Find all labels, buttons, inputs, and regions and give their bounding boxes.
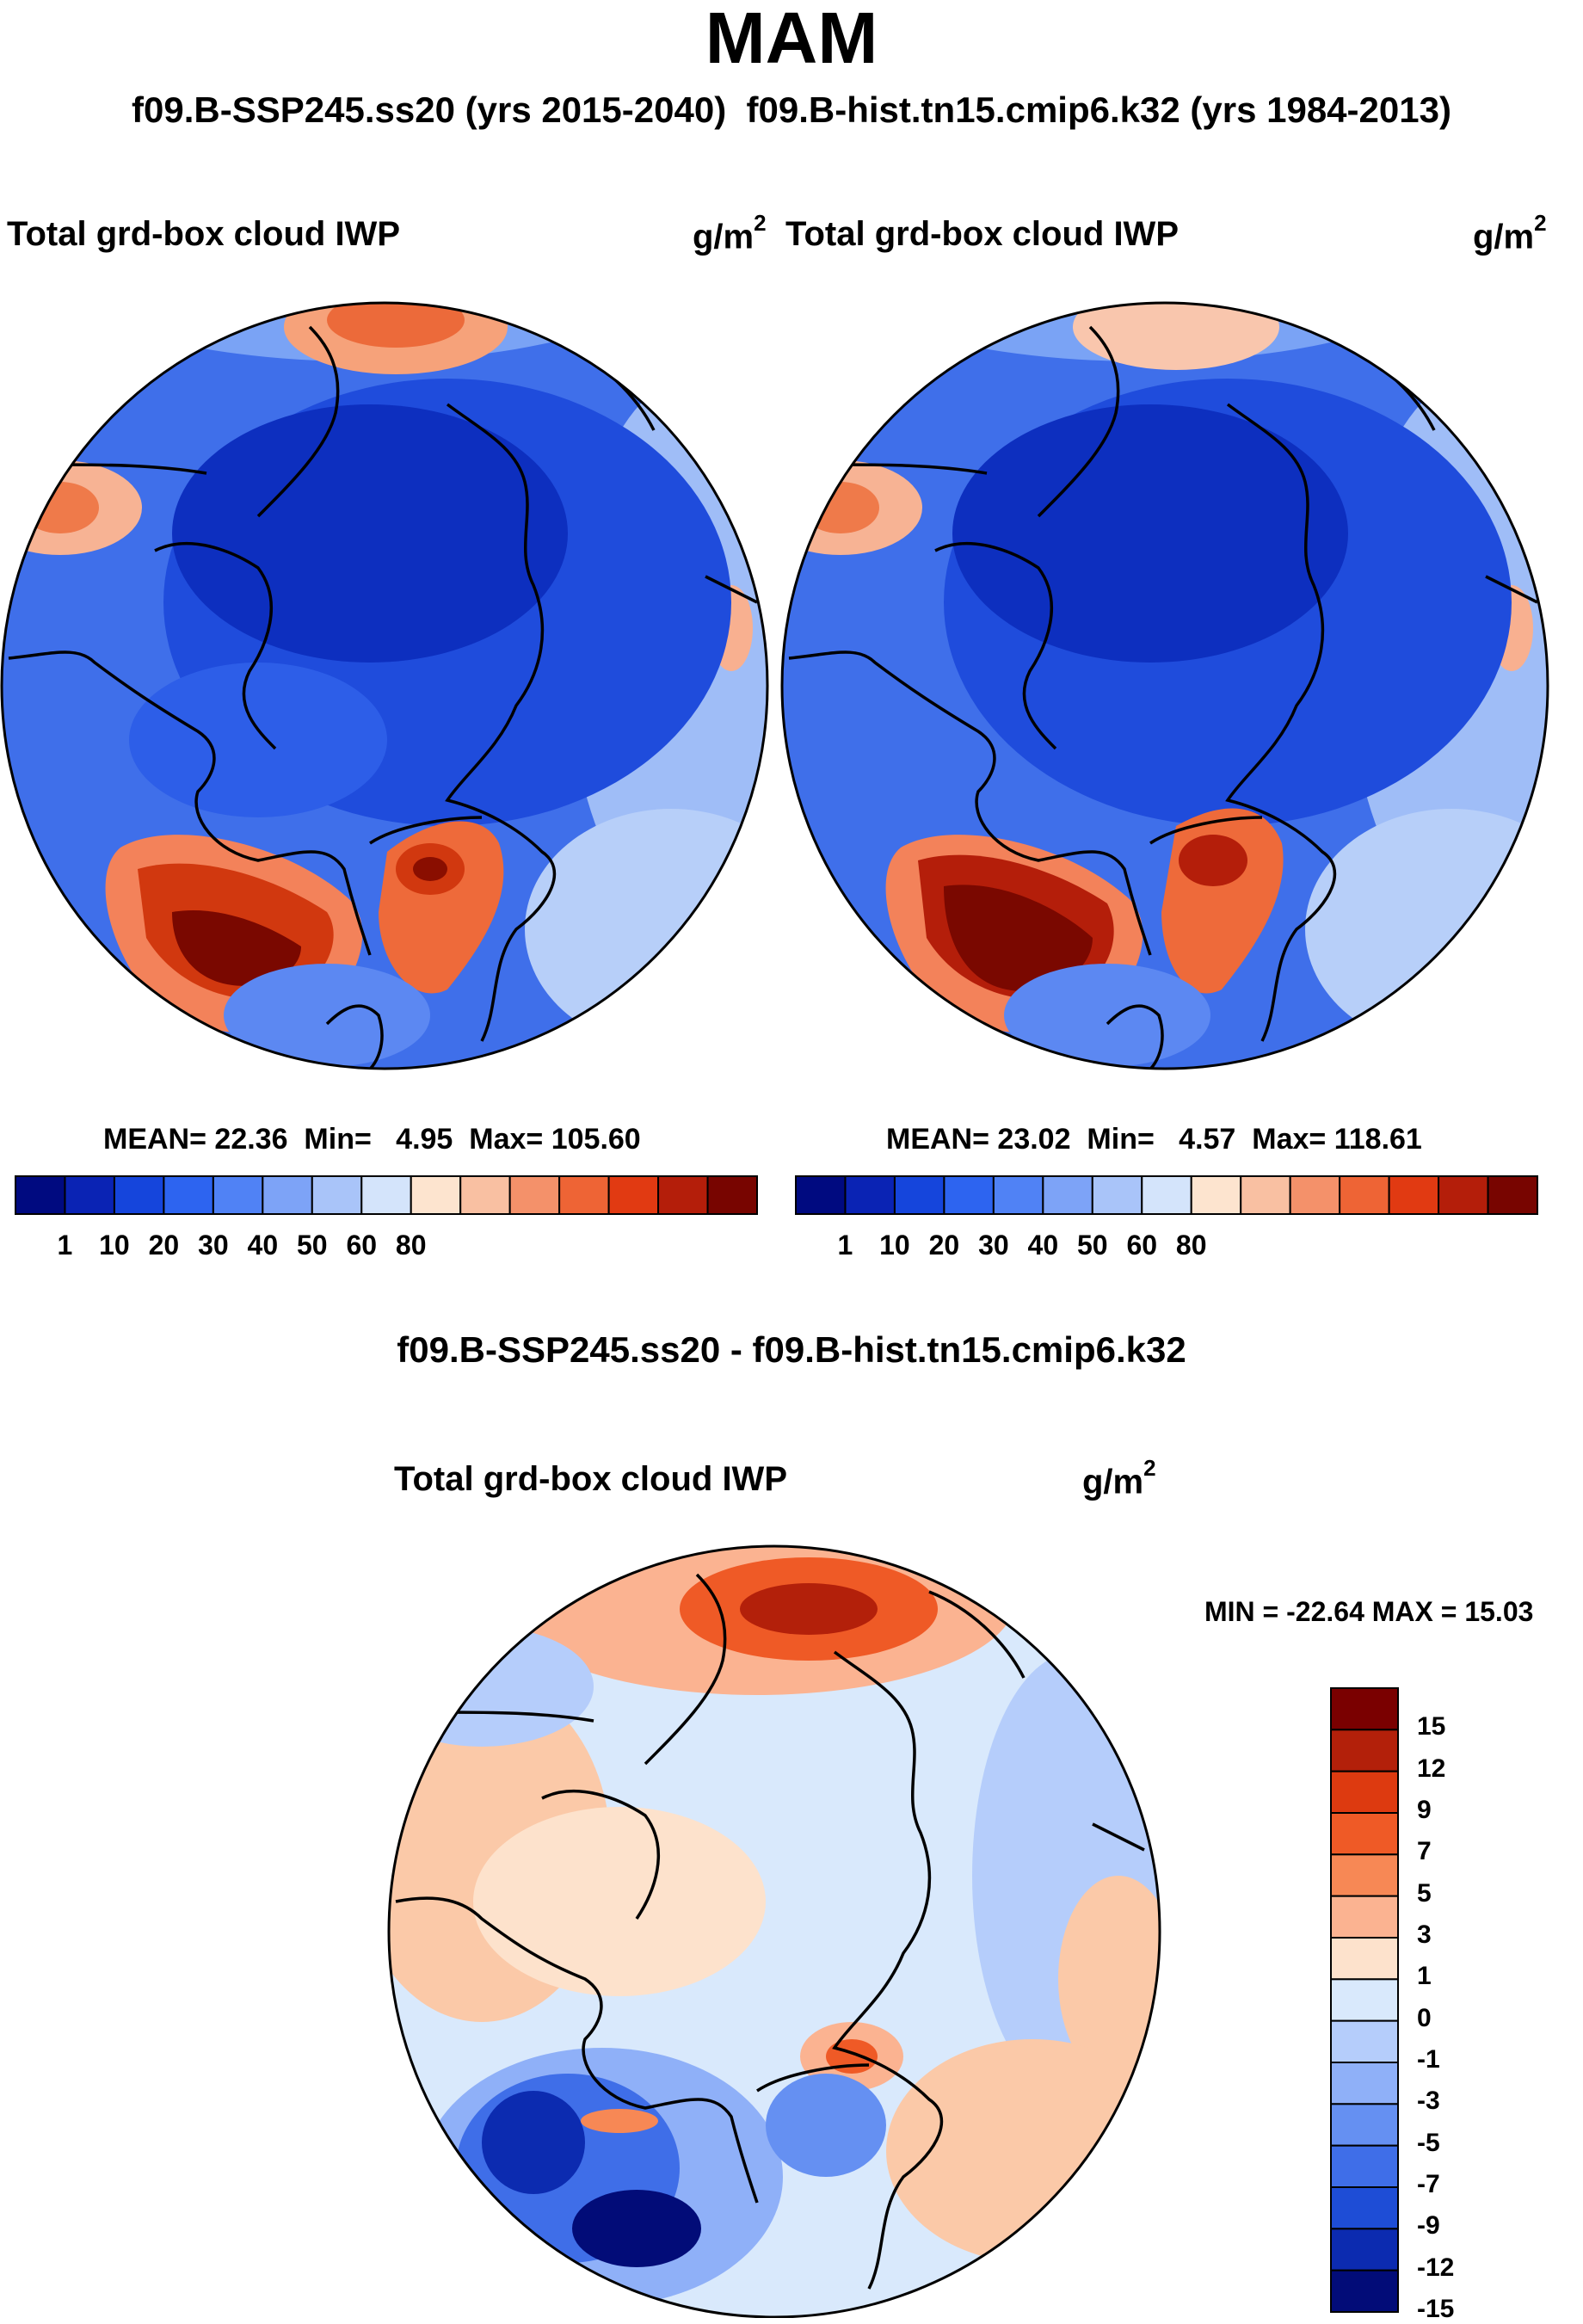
colorbar-swatch [410,1175,462,1215]
colorbar-swatch [15,1175,66,1215]
colorbar-difference-tick-label: 0 [1417,2003,1432,2032]
colorbar-panel-1 [15,1175,758,1215]
difference-map [387,1544,1161,2318]
panel-1-unit: g/m2 [693,210,767,256]
colorbar-tick-label: 40 [247,1230,279,1261]
colorbar-swatch [1042,1175,1093,1215]
subtitle: f09.B-SSP245.ss20 (yrs 2015-2040) f09.B-… [0,89,1583,131]
colorbar-swatch [262,1175,313,1215]
colorbar-swatch [508,1175,561,1215]
colorbar-difference-swatch [1330,1853,1399,1897]
colorbar-swatch [657,1175,709,1215]
colorbar-swatch [943,1175,995,1215]
colorbar-difference-swatch [1330,2062,1399,2105]
colorbar-swatch [1190,1175,1242,1215]
diff-title: f09.B-SSP245.ss20 - f09.B-hist.tn15.cmip… [397,1329,1186,1370]
colorbar-swatch [893,1175,945,1215]
colorbar-difference-tick-label: -5 [1417,2128,1440,2157]
colorbar-swatch [795,1175,847,1215]
colorbar-difference-tick-label: -12 [1417,2253,1455,2282]
colorbar-swatch [64,1175,115,1215]
colorbar-swatch [1438,1175,1489,1215]
colorbar-difference-swatch [1330,1978,1399,2022]
colorbar-difference-tick-label: 15 [1417,1712,1446,1741]
colorbar-difference-swatch [1330,2186,1399,2230]
colorbar-swatch [1388,1175,1440,1215]
colorbar-difference-swatch [1330,1687,1399,1731]
main-title: MAM [705,0,878,78]
colorbar-difference-swatch [1330,1770,1399,1815]
colorbar-difference-swatch [1330,2103,1399,2147]
colorbar-difference-swatch [1330,2019,1399,2064]
map-panel-2 [780,301,1549,1070]
colorbar-swatch [607,1175,660,1215]
colorbar-tick-label: 1 [837,1230,853,1261]
colorbar-swatch [163,1175,214,1215]
colorbar-swatch [1289,1175,1341,1215]
colorbar-tick-label: 30 [978,1230,1009,1261]
colorbar-difference [1330,1687,1399,2314]
colorbar-swatch [992,1175,1044,1215]
panel-2-label: Total grd-box cloud IWP [785,215,1179,253]
diff-label: Total grd-box cloud IWP [394,1460,787,1498]
colorbar-difference-tick-label: -7 [1417,2170,1440,2198]
colorbar-swatch [1487,1175,1538,1215]
panel-2-unit: g/m2 [1473,210,1547,256]
colorbar-difference-swatch [1330,1812,1399,1856]
colorbar-swatch [1141,1175,1192,1215]
colorbar-difference-tick-label: 12 [1417,1754,1446,1783]
colorbar-difference-swatch [1330,1895,1399,1939]
colorbar-difference-tick-label: -1 [1417,2045,1440,2074]
colorbar-swatch [1339,1175,1390,1215]
colorbar-tick-label: 30 [198,1230,229,1261]
colorbar-difference-tick-label: -3 [1417,2087,1440,2116]
colorbar-tick-label: 80 [395,1230,427,1261]
colorbar-difference-tick-label: 3 [1417,1920,1432,1949]
colorbar-difference-swatch [1330,2269,1399,2314]
colorbar-tick-label: 20 [928,1230,960,1261]
colorbar-tick-label: 50 [297,1230,328,1261]
colorbar-difference-tick-label: 9 [1417,1796,1432,1824]
colorbar-swatch [212,1175,264,1215]
colorbar-tick-label: 1 [57,1230,73,1261]
colorbar-swatch [1091,1175,1143,1215]
diff-unit: g/m2 [1082,1455,1156,1501]
subtitle-right: f09.B-hist.tn15.cmip6.k32 (yrs 1984-2013… [746,89,1451,130]
map-panel-1 [0,301,769,1070]
colorbar-difference-tick-label: -15 [1417,2295,1455,2323]
colorbar-tick-label: 10 [99,1230,130,1261]
colorbar-difference-tick-label: 7 [1417,1837,1432,1866]
panel-2-stats: MEAN= 23.02 Min= 4.57 Max= 118.61 [886,1123,1422,1156]
colorbar-swatch [360,1175,412,1215]
colorbar-swatch [311,1175,363,1215]
panel-1-stats: MEAN= 22.36 Min= 4.95 Max= 105.60 [103,1123,641,1156]
diff-minmax: MIN = -22.64 MAX = 15.03 [1204,1596,1534,1627]
colorbar-tick-label: 50 [1077,1230,1108,1261]
colorbar-panel-2 [795,1175,1538,1215]
colorbar-swatch [1240,1175,1291,1215]
subtitle-left: f09.B-SSP245.ss20 (yrs 2015-2040) [132,89,727,130]
colorbar-difference-swatch [1330,1729,1399,1772]
colorbar-tick-label: 40 [1027,1230,1059,1261]
colorbar-difference-tick-label: 1 [1417,1962,1432,1991]
colorbar-tick-label: 80 [1175,1230,1207,1261]
colorbar-difference-tick-label: -9 [1417,2211,1440,2241]
colorbar-swatch [706,1175,758,1215]
colorbar-tick-label: 10 [879,1230,910,1261]
colorbar-tick-label: 60 [1126,1230,1158,1261]
colorbar-swatch [844,1175,896,1215]
colorbar-difference-swatch [1330,1937,1399,1981]
colorbar-swatch [113,1175,165,1215]
panel-1-label: Total grd-box cloud IWP [7,215,400,253]
colorbar-tick-label: 60 [346,1230,378,1261]
colorbar-difference-swatch [1330,2228,1399,2272]
colorbar-tick-label: 20 [148,1230,180,1261]
colorbar-swatch [459,1175,511,1215]
colorbar-difference-tick-label: 5 [1417,1878,1432,1908]
colorbar-difference-swatch [1330,2144,1399,2189]
colorbar-swatch [558,1175,610,1215]
